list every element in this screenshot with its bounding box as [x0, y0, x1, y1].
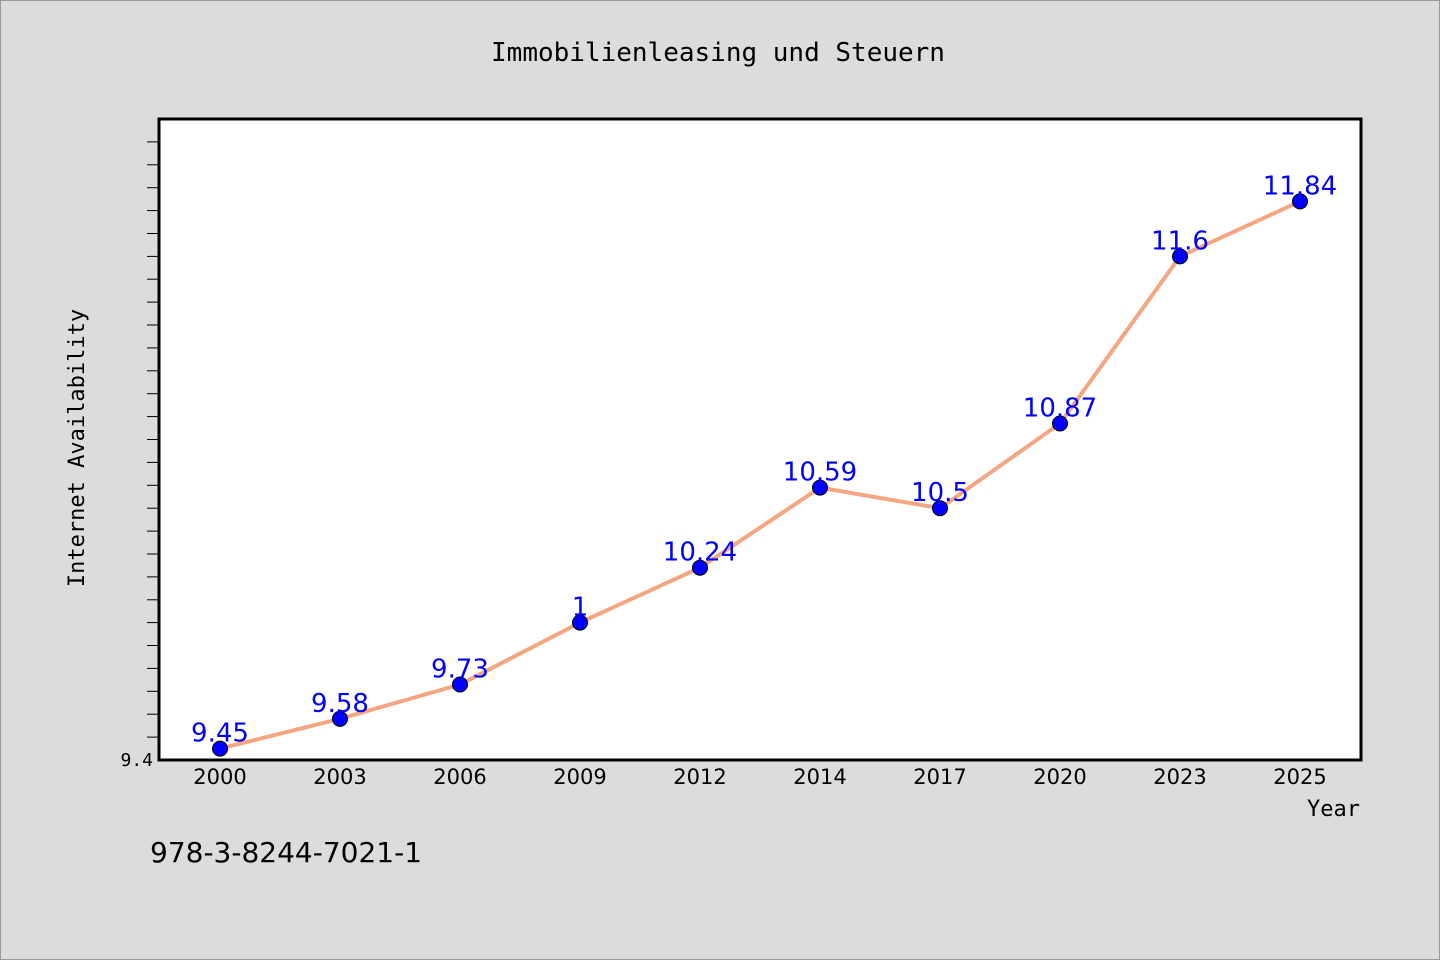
data-labels: 9.45 9.58 9.73 1 10.24 10.59 10.5 10.87 11.6 11.8…	[191, 171, 1337, 748]
footer-isbn: 978-3-8244-7021-1	[150, 836, 422, 869]
x-tick-label: 2000	[193, 765, 246, 789]
data-point	[932, 500, 948, 517]
x-tick-label: 2023	[1153, 765, 1206, 789]
data-label: 11.6	[1151, 226, 1209, 256]
series-line	[219, 199, 1301, 751]
data-label: 9.45	[191, 719, 249, 749]
x-tick-labels: 2000 2003 2006 2009 2012 2014 2017 2020 2023 2025	[193, 765, 1326, 789]
data-label: 10.87	[1023, 393, 1097, 423]
data-label: 10.5	[911, 478, 969, 508]
y-tick-label: 9.4	[120, 750, 153, 771]
data-point	[692, 559, 708, 576]
y-tick-labels: 9.4	[120, 750, 153, 771]
data-point	[812, 479, 828, 496]
data-label: 1	[572, 593, 589, 623]
x-tick-label: 2003	[313, 765, 366, 789]
y-axis-label: Internet Availability	[65, 309, 90, 587]
data-label: 11.84	[1263, 171, 1337, 201]
data-point	[1292, 193, 1308, 210]
data-point	[1172, 248, 1188, 265]
x-axis-label: Year	[1307, 797, 1360, 822]
x-tick-label: 2025	[1273, 765, 1326, 789]
data-point	[572, 614, 588, 631]
data-label: 9.58	[311, 689, 369, 719]
x-tick-label: 2012	[673, 765, 726, 789]
data-point	[332, 710, 348, 727]
x-tick-label: 2020	[1033, 765, 1086, 789]
x-tick-label: 2006	[433, 765, 486, 789]
data-points	[212, 193, 1308, 757]
data-label: 10.24	[663, 538, 737, 568]
data-label: 10.59	[783, 458, 857, 488]
data-point	[212, 740, 228, 757]
y-axis-ticks	[147, 141, 159, 738]
plot-area	[157, 117, 1363, 762]
x-tick-label: 2014	[793, 765, 846, 789]
data-point	[452, 676, 468, 693]
x-tick-label: 2017	[913, 765, 966, 789]
chart-title: Immobilienleasing und Steuern	[491, 38, 945, 68]
data-point	[1052, 415, 1068, 432]
x-tick-label: 2009	[553, 765, 606, 789]
data-label: 9.73	[431, 654, 489, 684]
